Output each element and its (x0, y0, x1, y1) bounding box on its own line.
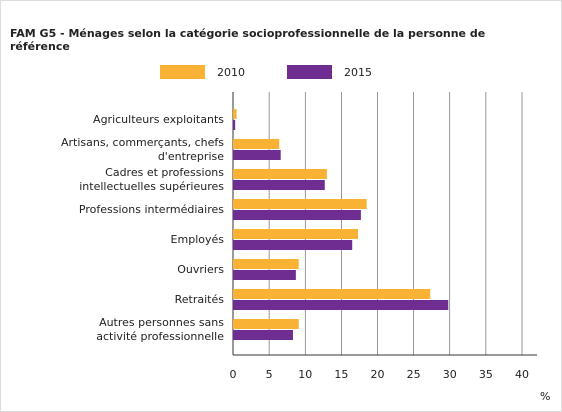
y-tick-label: Artisans, commerçants, chefs (61, 136, 224, 149)
x-tick-label: 40 (515, 368, 529, 381)
bar (233, 259, 299, 269)
bar (233, 270, 296, 280)
bar (233, 199, 367, 209)
x-tick-label: 15 (334, 368, 348, 381)
bar (233, 150, 281, 160)
y-tick-label: Cadres et professions (105, 166, 224, 179)
y-tick-label: activité professionnelle (96, 330, 224, 343)
y-tick-label: d'entreprise (158, 150, 224, 163)
x-tick-label: 20 (371, 368, 385, 381)
y-tick-label: Professions intermédiaires (79, 203, 224, 216)
bar (233, 240, 353, 250)
bar (233, 229, 358, 239)
x-tick-label: 25 (407, 368, 421, 381)
y-tick-label: intellectuelles supérieures (79, 180, 224, 193)
x-tick-label: 30 (443, 368, 457, 381)
bar (233, 120, 236, 130)
y-tick-label: Autres personnes sans (99, 316, 224, 329)
y-tick-label: Ouvriers (177, 263, 224, 276)
bar (233, 139, 280, 149)
legend-swatch (287, 65, 332, 79)
legend-swatch (160, 65, 205, 79)
legend-label: 2010 (217, 66, 245, 79)
x-tick-label: 35 (479, 368, 493, 381)
x-tick-label: 10 (298, 368, 312, 381)
x-axis-label: % (540, 390, 550, 403)
bar (233, 330, 293, 340)
chart-title: FAM G5 - Ménages selon la catégorie soci… (10, 27, 485, 40)
y-tick-label: Employés (171, 233, 225, 246)
y-tick-label: Agriculteurs exploitants (93, 113, 224, 126)
legend-label: 2015 (344, 66, 372, 79)
x-tick-label: 5 (266, 368, 273, 381)
bar (233, 180, 325, 190)
bar (233, 210, 361, 220)
bar (233, 319, 299, 329)
bar (233, 109, 237, 119)
x-tick-label: 0 (230, 368, 237, 381)
bar (233, 300, 449, 310)
chart-title: référence (10, 40, 70, 53)
bar (233, 289, 431, 299)
bar (233, 169, 327, 179)
y-tick-label: Retraités (175, 293, 225, 306)
